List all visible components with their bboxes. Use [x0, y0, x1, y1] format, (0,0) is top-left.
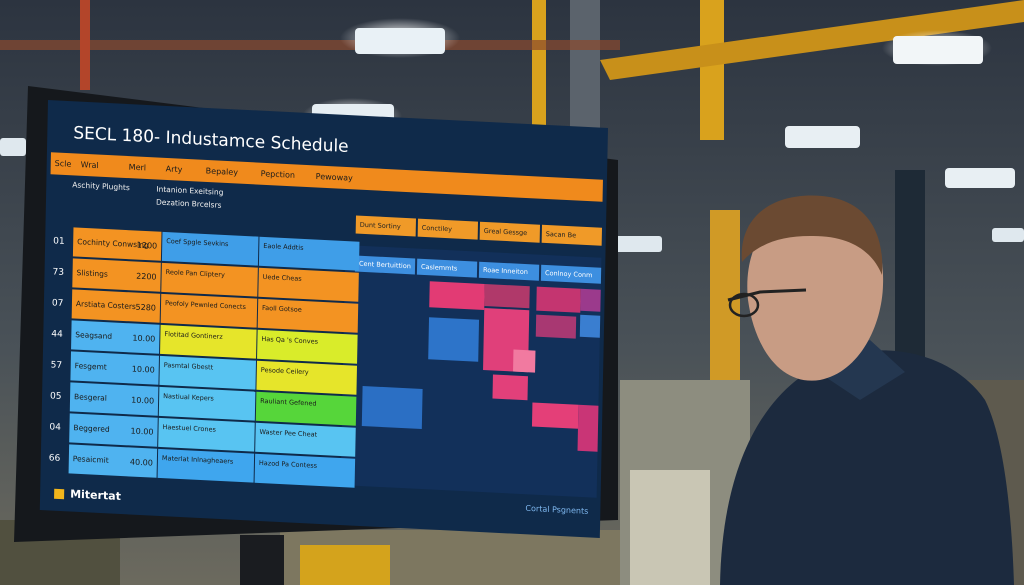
row-cell: [69, 382, 159, 416]
person: [720, 195, 1014, 585]
row-label: Besgeral: [74, 392, 107, 403]
subheader-label: Dezation Brcelsrs: [156, 198, 222, 210]
row-label: Slistings: [76, 268, 108, 279]
row-value: 1200: [137, 241, 158, 251]
header-label: Bepaley: [206, 166, 239, 177]
task-block: [257, 298, 359, 333]
task-block: [160, 293, 258, 328]
row-value: 10.00: [132, 364, 155, 374]
subheader-label: Aschity Plughts: [72, 180, 130, 192]
task-label: Eaole Addtis: [263, 242, 304, 252]
right-header-label: Greal Gessge: [484, 227, 527, 237]
task-label: Rauliant Gefened: [260, 397, 316, 408]
right-subheader-block: [478, 261, 540, 281]
task-block: [161, 262, 258, 297]
row-cell: [72, 227, 162, 261]
right-subheader-block: [416, 258, 478, 278]
task-block: [255, 422, 356, 457]
task-label: Pesode Ceilery: [261, 366, 309, 376]
task-label: Materlat Inlnagheaers: [162, 454, 234, 466]
row-value: 40.00: [130, 457, 153, 467]
row-id: 73: [52, 267, 64, 278]
row-cell: [71, 320, 160, 354]
task-label: Reole Pan Cliptery: [166, 268, 225, 279]
right-header-block: [479, 221, 540, 243]
task-label: Pasmtal Gbestt: [164, 361, 214, 371]
header-label: Scle: [55, 159, 72, 169]
right-subheader-block: [540, 264, 602, 284]
row-label: Seagsand: [75, 330, 112, 341]
row-label: Cochinty Conwsing: [77, 237, 149, 250]
row-cell: [70, 351, 159, 385]
row-label: Arstiata Costers: [76, 299, 136, 311]
row-label: Pesaicmit: [73, 454, 109, 465]
row-cell: [72, 258, 161, 292]
right-subheader-label: Roae Inneiton: [483, 266, 528, 276]
task-label: Hazod Pa Contess: [259, 459, 318, 470]
task-label: Haestuel Crones: [163, 423, 217, 434]
row-id: 57: [51, 360, 63, 371]
row-id: 07: [52, 298, 64, 309]
schedule-blocks: [361, 281, 601, 452]
right-header-label: Conctiley: [422, 224, 453, 234]
row-value: 10.00: [130, 426, 153, 436]
row-label: Beggered: [73, 423, 110, 434]
task-block: [159, 355, 256, 390]
header-label: Wral: [81, 160, 99, 170]
row-value: 10.00: [132, 333, 155, 343]
footer-label: Cortal Psgnents: [525, 504, 588, 516]
header-label: Merl: [129, 163, 147, 173]
task-block: [257, 329, 358, 364]
row-cell: [71, 289, 161, 323]
subheader-label: Intanion Exeitsing: [156, 185, 224, 197]
task-block: [161, 231, 259, 266]
header-band: [50, 152, 603, 202]
header-label: Pewoway: [316, 172, 353, 183]
right-header-block: [355, 215, 416, 237]
task-block: [158, 386, 256, 421]
right-header-block: [541, 224, 602, 246]
row-value: 5280: [136, 303, 157, 313]
task-block: [158, 417, 255, 452]
task-block: [157, 448, 255, 483]
task-block: [256, 360, 357, 395]
right-header-block: [417, 218, 478, 240]
right-header-label: Dunt Sortiny: [360, 221, 401, 231]
logo-icon: [54, 488, 65, 500]
logo: Mitertat: [70, 488, 121, 504]
header-label: Arty: [166, 164, 183, 174]
task-block: [258, 236, 360, 271]
right-subheader-label: Caslemmts: [421, 263, 458, 273]
row-id: 66: [49, 453, 61, 464]
task-label: Faoll Gotsoe: [262, 304, 302, 314]
row-id: 01: [53, 236, 65, 247]
task-label: Has Qa 's Conves: [261, 335, 318, 346]
header-label: Pepction: [261, 169, 295, 180]
task-label: Coef Spgle Sevkins: [166, 237, 229, 248]
task-block: [254, 453, 356, 488]
row-cell: [69, 413, 158, 447]
right-header-label: Sacan Be: [546, 230, 576, 240]
row-cell: [68, 444, 158, 478]
task-label: Flotitad Gontinerz: [164, 330, 223, 341]
row-id: 44: [51, 329, 63, 340]
right-subheader-label: Cent Bertuittion: [359, 260, 411, 271]
task-label: Nastiual Kepers: [163, 392, 214, 403]
row-id: 05: [50, 391, 62, 402]
task-label: Waster Pee Cheat: [260, 428, 318, 439]
right-subheader-block: [354, 255, 416, 275]
task-block: [258, 267, 359, 302]
row-label: Fesgemt: [75, 361, 107, 372]
row-value: 10.00: [131, 395, 154, 405]
task-block: [160, 324, 257, 359]
row-value: 2200: [136, 272, 157, 282]
task-label: Uede Cheas: [263, 273, 303, 283]
right-subheader-label: Conlnoy Conm: [545, 269, 593, 279]
row-id: 04: [49, 422, 61, 433]
monitor-stand: [240, 535, 284, 585]
task-block: [255, 391, 357, 426]
